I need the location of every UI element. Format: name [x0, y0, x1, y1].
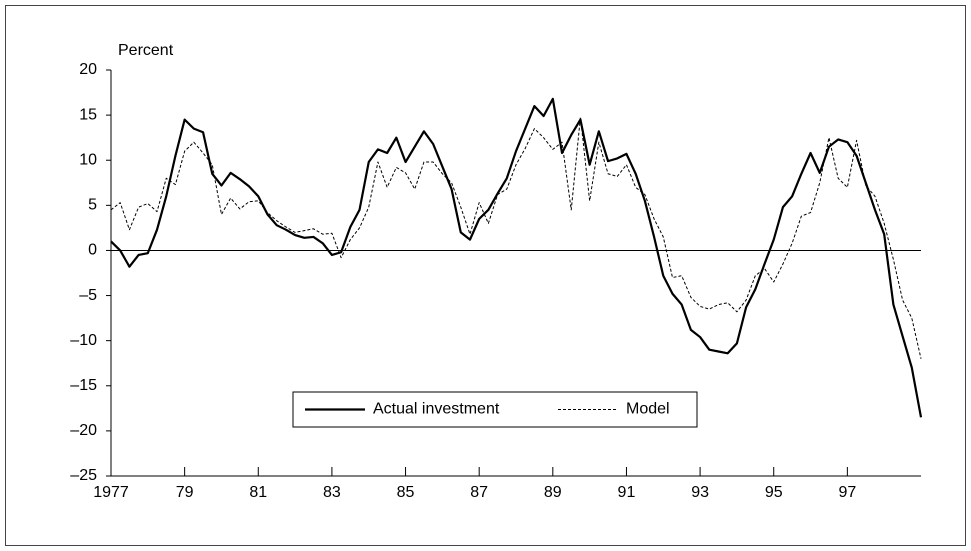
x-tick-label: 89	[544, 484, 562, 501]
y-tick-label: –15	[70, 377, 97, 394]
y-tick-label: 5	[88, 197, 97, 214]
x-tick-label: 81	[249, 484, 267, 501]
frame	[5, 5, 966, 546]
series-line	[110, 116, 922, 359]
y-tick-label: 20	[79, 61, 97, 78]
x-tick-label: 1977	[93, 484, 129, 501]
x-tick-label: 93	[691, 484, 709, 501]
y-tick-label: –5	[79, 287, 97, 304]
y-tick-label: –25	[70, 467, 97, 484]
x-tick-label: 79	[176, 484, 194, 501]
x-tick-label: 97	[838, 484, 856, 501]
x-tick-label: 95	[765, 484, 783, 501]
y-tick-label: 15	[79, 106, 97, 123]
y-axis-label: Percent	[118, 42, 174, 59]
y-tick-label: –20	[70, 422, 97, 439]
legend-label: Actual investment	[373, 401, 500, 418]
series-line	[110, 97, 923, 418]
y-tick-label: 10	[79, 151, 97, 168]
legend-label: Model	[626, 401, 670, 418]
x-tick-label: 87	[470, 484, 488, 501]
x-tick-label: 85	[397, 484, 415, 501]
y-tick-label: 0	[88, 242, 97, 259]
x-tick-label: 83	[323, 484, 341, 501]
y-tick-label: –10	[70, 332, 97, 349]
x-tick-label: 91	[618, 484, 636, 501]
